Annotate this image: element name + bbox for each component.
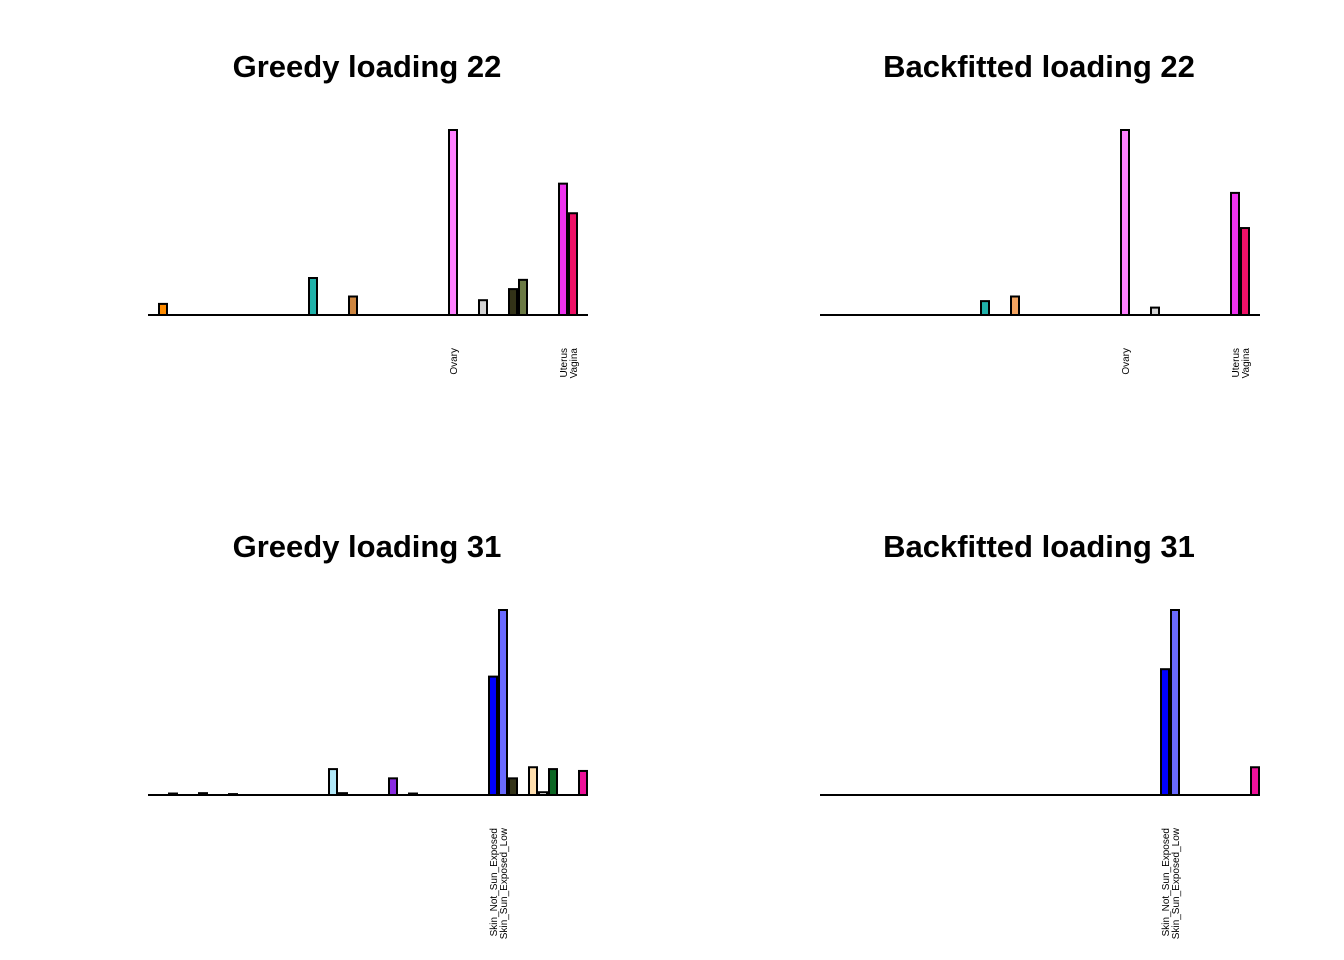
- bar: [168, 792, 178, 797]
- panel-backfitted-loading-22: Backfitted loading 22 Ovary Uterus Vagina: [820, 49, 1260, 378]
- bar: [578, 769, 588, 797]
- bar: [328, 768, 338, 796]
- bar: [408, 792, 418, 797]
- bar: [1010, 295, 1020, 316]
- bar: [448, 129, 458, 316]
- bar: [228, 793, 238, 797]
- bar: [1150, 306, 1160, 317]
- category-tick-label: Skin_Not_Sun_Exposed: [489, 828, 500, 936]
- bar: [1250, 766, 1260, 796]
- bar: [518, 278, 528, 317]
- category-tick-label: Skin_Sun_Exposed_Low: [1171, 827, 1182, 939]
- bar: [508, 288, 518, 317]
- category-tick-label: Skin_Sun_Exposed_Low: [499, 827, 510, 939]
- panel-backfitted-loading-31: Backfitted loading 31 Skin_Not_Sun_Expos…: [820, 529, 1260, 939]
- category-tick-label: Ovary: [1121, 348, 1132, 375]
- bar: [528, 766, 538, 796]
- category-tick-label: Uterus: [559, 348, 570, 377]
- bar: [1120, 129, 1130, 316]
- bar: [1160, 668, 1170, 797]
- panel-title: Backfitted loading 22: [883, 49, 1195, 84]
- bar: [568, 212, 578, 316]
- category-tick-label: Skin_Not_Sun_Exposed: [1161, 828, 1172, 936]
- bar: [558, 182, 568, 316]
- bar: [388, 777, 398, 796]
- bar: [548, 768, 558, 796]
- category-tick-label: Ovary: [449, 348, 460, 375]
- panel-title: Backfitted loading 31: [883, 529, 1195, 564]
- category-tick-label: Vagina: [569, 348, 580, 379]
- bar: [478, 299, 488, 317]
- panel-title: Greedy loading 22: [233, 49, 502, 84]
- bar: [1240, 227, 1250, 316]
- bar: [308, 277, 318, 316]
- bar: [348, 295, 358, 316]
- bar: [538, 791, 548, 796]
- bar: [158, 302, 168, 316]
- category-tick-label: Uterus: [1231, 348, 1242, 377]
- bar: [508, 777, 518, 796]
- panel-greedy-loading-31: Greedy loading 31 Skin_Not_Sun_Exposed Sk…: [148, 529, 588, 939]
- bar: [198, 792, 208, 797]
- category-tick-label: Vagina: [1241, 348, 1252, 379]
- bar: [488, 675, 498, 796]
- panel-greedy-loading-22: Greedy loading 22 Ovary Uterus Vagina: [148, 49, 588, 378]
- bar: [498, 609, 508, 796]
- bar: [1230, 191, 1240, 316]
- bar: [980, 300, 990, 317]
- bar: [338, 792, 348, 797]
- panel-title: Greedy loading 31: [233, 529, 502, 564]
- bar: [1170, 609, 1180, 796]
